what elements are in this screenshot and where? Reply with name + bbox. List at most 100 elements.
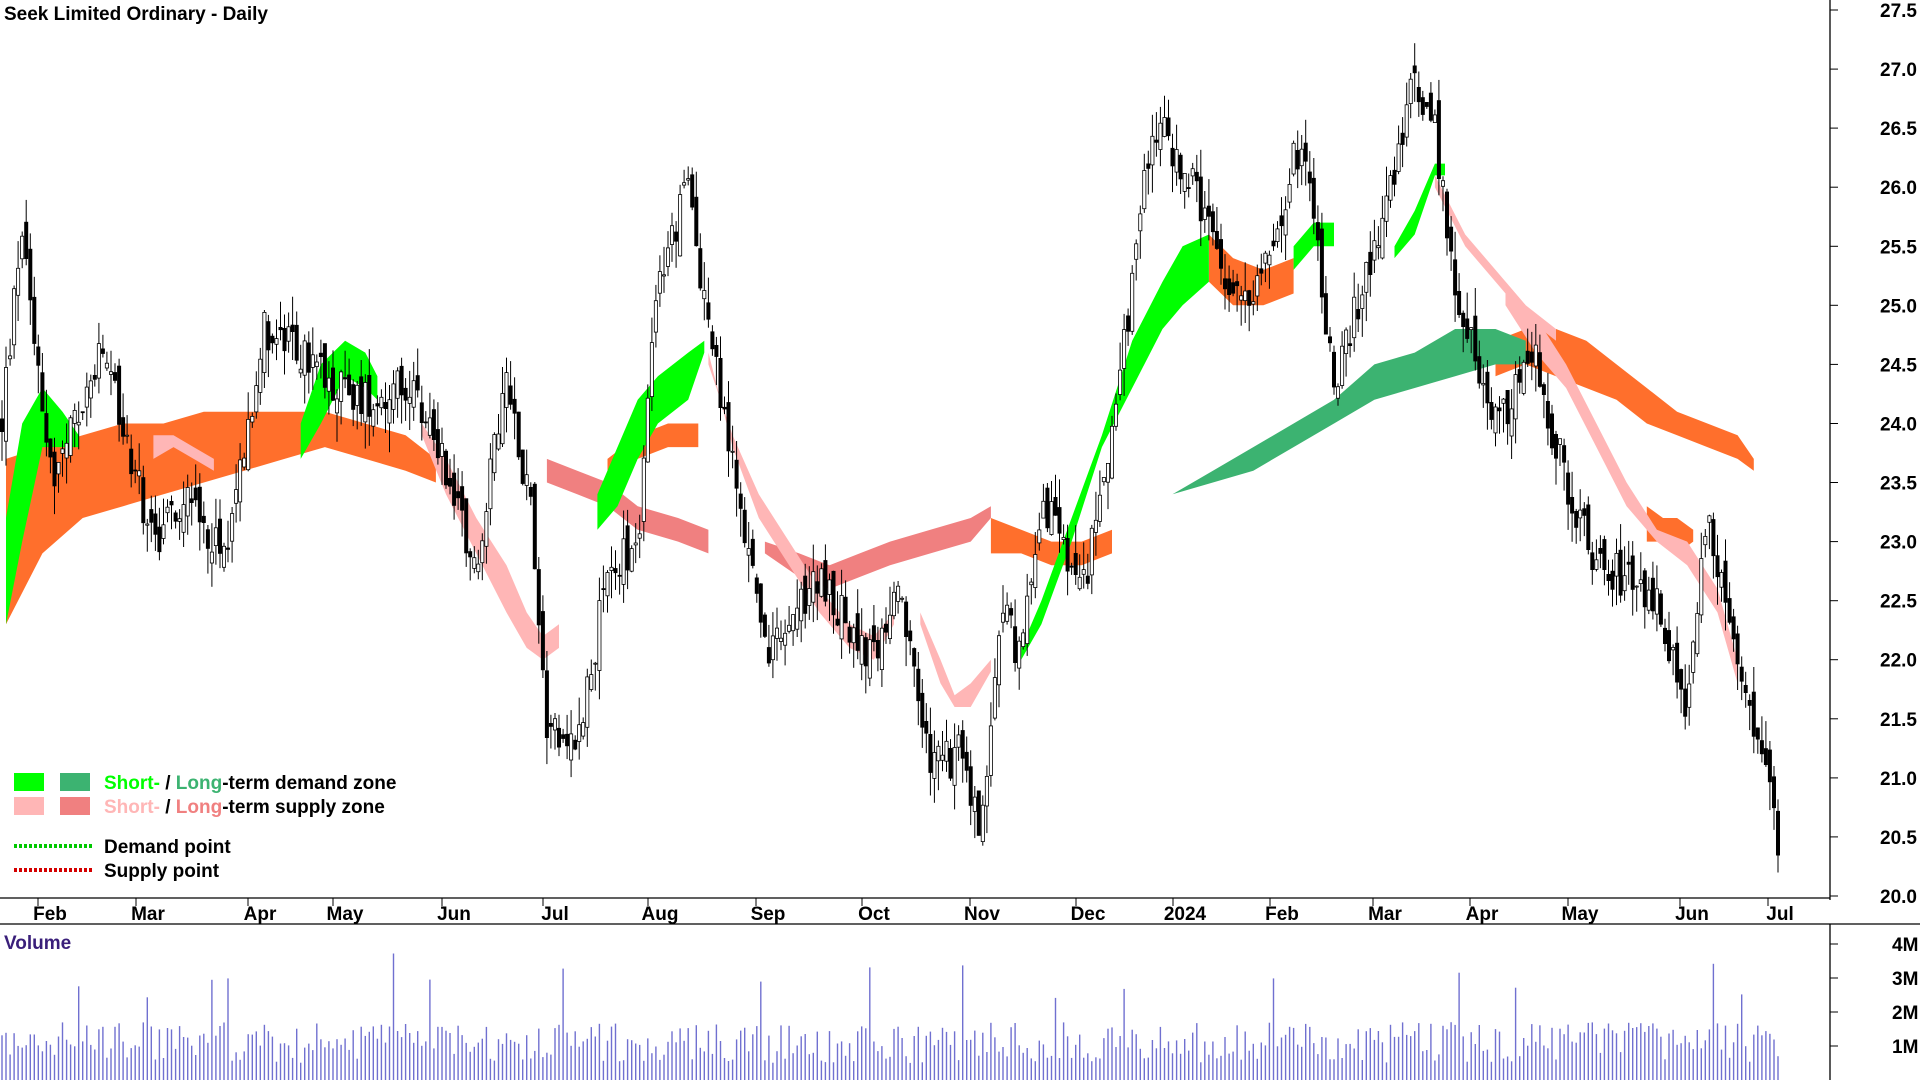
candle-up: [246, 418, 251, 471]
candle-down: [351, 384, 356, 410]
candle-down: [928, 734, 933, 773]
candle-up: [666, 247, 671, 267]
candle-down: [690, 174, 695, 208]
candle-down: [912, 648, 917, 667]
candle-down: [1590, 552, 1595, 570]
candle-down: [1751, 691, 1756, 737]
legend-sep: /: [160, 797, 176, 818]
candle-down: [1477, 356, 1482, 384]
candle-up: [1646, 589, 1651, 611]
candle-up: [1049, 501, 1054, 535]
candle-down: [294, 324, 299, 361]
candle-up: [686, 178, 691, 181]
candle-up: [859, 635, 864, 665]
candle-up: [1408, 78, 1413, 104]
candle-down: [1445, 191, 1450, 239]
candle-up: [553, 718, 558, 731]
candle-down: [1566, 472, 1571, 505]
candle-up: [1432, 114, 1437, 124]
candle-down: [1755, 727, 1760, 740]
legend-suffix: -term demand zone: [222, 773, 396, 794]
candle-down: [1154, 139, 1159, 143]
candle-up: [68, 417, 73, 456]
candle-down: [452, 472, 457, 506]
candle-up: [484, 511, 489, 547]
candle-up: [746, 548, 751, 556]
candle-down: [1663, 627, 1668, 644]
candle-up: [371, 409, 376, 427]
candle-up: [662, 274, 667, 277]
candle-down: [1436, 100, 1441, 179]
short-supply-zone-5: [1505, 281, 1738, 684]
candle-up: [779, 637, 784, 642]
candle-up: [633, 542, 638, 546]
candle-down: [1231, 282, 1236, 294]
candle-down: [544, 670, 549, 738]
candle-down: [1473, 315, 1478, 362]
candle-down: [847, 626, 852, 643]
candle-down: [1642, 570, 1647, 608]
candle-down: [270, 335, 275, 344]
candle-down: [960, 730, 965, 759]
candle-up: [819, 568, 824, 597]
candle-up: [649, 342, 654, 398]
candle-down: [1776, 810, 1781, 856]
price-tick-label: 27.5: [1880, 1, 1917, 22]
candle-down: [835, 618, 840, 626]
candle-down: [1554, 433, 1559, 459]
candle-down: [343, 377, 348, 380]
chart-title: Seek Limited Ordinary - Daily: [4, 4, 268, 25]
candle-up: [1336, 386, 1341, 399]
candle-up: [1158, 122, 1163, 150]
candle-up: [391, 383, 396, 410]
candle-down: [1186, 187, 1191, 190]
candle-up: [302, 340, 307, 376]
candle-up: [1005, 604, 1010, 622]
candle-up: [581, 722, 586, 737]
candle-down: [1303, 142, 1308, 162]
candle-up: [334, 398, 339, 414]
candle-up: [1017, 640, 1022, 669]
candle-up: [867, 639, 872, 679]
candle-up: [1130, 272, 1135, 332]
candle-up: [1291, 142, 1296, 175]
candle-down: [1727, 598, 1732, 623]
candle-up: [104, 362, 109, 369]
candle-down: [1731, 616, 1736, 640]
candle-down: [1332, 351, 1337, 388]
candle-up: [1162, 117, 1167, 137]
candle-up: [1521, 361, 1526, 394]
candle-down: [1650, 577, 1655, 612]
demand-point-label: Demand point: [104, 837, 231, 858]
candle-down: [415, 375, 420, 391]
candle-up: [1360, 294, 1365, 309]
candle-up: [1469, 327, 1474, 331]
time-tick-label: May: [1562, 904, 1599, 925]
candle-down: [306, 342, 311, 373]
candle-up: [1251, 301, 1256, 305]
candle-down: [157, 526, 162, 553]
candle-down: [1602, 539, 1607, 571]
candle-down: [1529, 351, 1534, 363]
candle-down: [1763, 748, 1768, 765]
candle-down: [718, 357, 723, 408]
candle-up: [775, 627, 780, 639]
candle-down: [278, 326, 283, 331]
candle-up: [213, 527, 218, 546]
candle-up: [1118, 369, 1123, 395]
candle-up: [944, 740, 949, 762]
volume-tick-label: 3M: [1892, 969, 1918, 990]
candle-up: [851, 627, 856, 644]
candle-down: [1420, 97, 1425, 115]
candle-down: [1073, 553, 1078, 576]
candle-down: [0, 418, 5, 432]
time-tick-label: Jun: [437, 904, 471, 925]
candle-down: [520, 449, 525, 484]
candle-up: [1029, 581, 1034, 586]
candle-up: [892, 591, 897, 617]
candle-up: [125, 434, 130, 437]
candle-up: [1081, 569, 1086, 575]
candle-up: [314, 361, 319, 367]
candle-up: [1578, 509, 1583, 519]
short-supply-swatch: [14, 797, 44, 815]
